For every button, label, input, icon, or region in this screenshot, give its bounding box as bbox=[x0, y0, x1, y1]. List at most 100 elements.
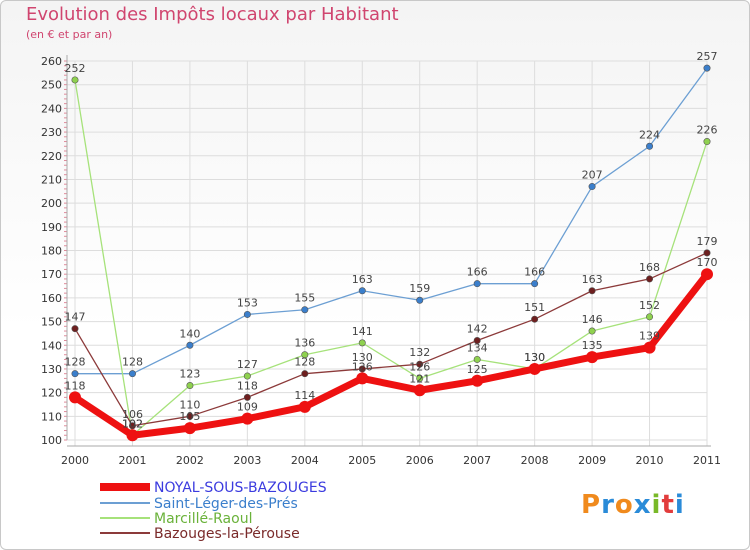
data-label-2-4: 136 bbox=[294, 337, 315, 350]
logo-letter: i bbox=[674, 490, 685, 520]
y-tick-label-160: 160 bbox=[41, 292, 62, 305]
point-1-7 bbox=[473, 280, 481, 288]
y-tick-label-260: 260 bbox=[41, 55, 62, 68]
data-label-2-1: 102 bbox=[122, 417, 143, 430]
data-label-3-7: 142 bbox=[467, 323, 488, 336]
chart-subtitle: (en € et par an) bbox=[26, 28, 113, 41]
y-tick-label-190: 190 bbox=[41, 221, 62, 234]
point-2-0 bbox=[71, 76, 79, 84]
legend-label-3: Bazouges-la-Pérouse bbox=[154, 526, 300, 542]
point-3-9 bbox=[588, 287, 596, 295]
point-3-2 bbox=[186, 412, 194, 420]
x-tick-label-2005: 2005 bbox=[348, 454, 376, 467]
point-0-1 bbox=[126, 429, 139, 442]
data-label-0-5: 126 bbox=[352, 360, 373, 373]
point-0-5 bbox=[356, 372, 369, 385]
point-0-8 bbox=[528, 362, 541, 375]
data-label-2-7: 134 bbox=[467, 341, 488, 354]
y-tick-label-150: 150 bbox=[41, 316, 62, 329]
data-label-1-9: 207 bbox=[582, 169, 603, 182]
point-2-6 bbox=[416, 374, 424, 382]
x-tick-label-2000: 2000 bbox=[61, 454, 89, 467]
x-tick-label-2002: 2002 bbox=[176, 454, 204, 467]
data-label-1-0: 128 bbox=[65, 356, 86, 369]
data-label-0-7: 125 bbox=[467, 363, 488, 376]
data-label-2-11: 226 bbox=[697, 124, 718, 137]
data-label-2-3: 127 bbox=[237, 358, 258, 371]
data-label-3-0: 147 bbox=[65, 311, 86, 324]
data-label-0-0: 118 bbox=[65, 379, 86, 392]
point-1-11 bbox=[703, 64, 711, 72]
legend-label-1: Saint-Léger-des-Prés bbox=[154, 496, 298, 512]
x-tick-label-2006: 2006 bbox=[406, 454, 434, 467]
y-tick-label-120: 120 bbox=[41, 387, 62, 400]
point-1-9 bbox=[588, 183, 596, 191]
point-2-3 bbox=[243, 372, 251, 380]
point-1-8 bbox=[531, 280, 539, 288]
data-label-0-1: 102 bbox=[122, 417, 143, 430]
point-3-4 bbox=[301, 370, 309, 378]
logo-letter: i bbox=[651, 490, 662, 520]
point-1-6 bbox=[416, 296, 424, 304]
data-label-1-1: 128 bbox=[122, 356, 143, 369]
data-labels: 128 128 140 153 155 163 159 166 166 207 224 257 252 1… bbox=[65, 50, 718, 430]
point-2-10 bbox=[646, 313, 654, 321]
point-2-5 bbox=[358, 339, 366, 347]
x-tick-label-2004: 2004 bbox=[291, 454, 319, 467]
data-label-3-8: 151 bbox=[524, 301, 545, 314]
data-label-2-5: 141 bbox=[352, 325, 373, 338]
data-label-3-3: 118 bbox=[237, 379, 258, 392]
y-tick-label-110: 110 bbox=[41, 410, 62, 423]
logo-letter: P bbox=[581, 490, 602, 520]
data-label-0-4: 114 bbox=[294, 389, 315, 402]
series-line-3 bbox=[74, 252, 708, 427]
point-1-2 bbox=[186, 341, 194, 349]
logo-letter: o bbox=[614, 490, 634, 520]
data-label-1-10: 224 bbox=[639, 128, 660, 141]
y-tick-label-240: 240 bbox=[41, 102, 62, 115]
x-tick-label-2008: 2008 bbox=[521, 454, 549, 467]
y-tick-label-200: 200 bbox=[41, 197, 62, 210]
data-label-3-9: 163 bbox=[582, 273, 603, 286]
data-label-0-11: 170 bbox=[697, 256, 718, 269]
data-label-3-10: 168 bbox=[639, 261, 660, 274]
point-0-7 bbox=[471, 374, 484, 387]
legend: NOYAL-SOUS-BAZOUGESSaint-Léger-des-PrésM… bbox=[100, 480, 327, 542]
series-line-1 bbox=[74, 67, 708, 375]
point-3-8 bbox=[531, 315, 539, 323]
data-label-2-0: 252 bbox=[65, 62, 86, 75]
data-label-1-2: 140 bbox=[179, 327, 200, 340]
data-label-0-8: 130 bbox=[524, 351, 545, 364]
point-1-5 bbox=[358, 287, 366, 295]
point-2-7 bbox=[473, 355, 481, 363]
point-3-3 bbox=[243, 393, 251, 401]
point-0-3 bbox=[241, 412, 254, 425]
y-tick-label-230: 230 bbox=[41, 126, 62, 139]
data-label-3-11: 179 bbox=[697, 235, 718, 248]
data-label-0-6: 121 bbox=[409, 372, 430, 385]
point-3-1 bbox=[128, 422, 136, 430]
point-3-0 bbox=[71, 325, 79, 333]
point-2-4 bbox=[301, 351, 309, 359]
data-label-2-6: 126 bbox=[409, 360, 430, 373]
legend-label-2: Marcillé-Raoul bbox=[154, 511, 252, 527]
point-0-10 bbox=[643, 341, 656, 354]
series-lines bbox=[71, 67, 711, 439]
data-label-2-10: 152 bbox=[639, 299, 660, 312]
x-tick-label-2007: 2007 bbox=[463, 454, 491, 467]
axes: 100 110 120 130 140 150 160 170 180 190 200 210 220 2… bbox=[41, 55, 721, 467]
logo-letter: t bbox=[661, 490, 675, 520]
point-1-1 bbox=[128, 370, 136, 378]
logo-letter: r bbox=[601, 490, 615, 520]
point-1-10 bbox=[646, 142, 654, 150]
grid bbox=[67, 60, 708, 446]
y-tick-label-220: 220 bbox=[41, 150, 62, 163]
point-3-11 bbox=[703, 249, 711, 257]
data-label-0-3: 109 bbox=[237, 401, 258, 414]
x-tick-label-2001: 2001 bbox=[118, 454, 146, 467]
data-label-1-7: 166 bbox=[467, 266, 488, 279]
point-3-7 bbox=[473, 337, 481, 345]
proxiti-logo: Proxiti bbox=[581, 490, 685, 520]
data-label-3-5: 130 bbox=[352, 351, 373, 364]
y-tick-label-250: 250 bbox=[41, 79, 62, 92]
